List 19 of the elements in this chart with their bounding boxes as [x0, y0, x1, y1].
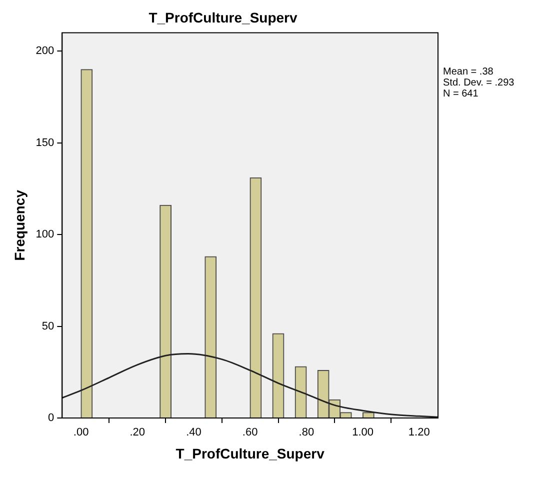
y-axis-title: Frequency — [11, 190, 28, 261]
x-tick-label: .40 — [186, 426, 202, 439]
chart-title: T_ProfCulture_Superv — [148, 9, 298, 26]
y-tick-label: 150 — [36, 136, 54, 149]
y-tick-label: 200 — [36, 45, 54, 58]
x-axis-title: T_ProfCulture_Superv — [176, 445, 325, 462]
x-tick-label: .20 — [130, 426, 146, 439]
x-tick-label: .00 — [73, 426, 89, 439]
x-tick-label: .80 — [298, 426, 314, 439]
text: N = 641 — [443, 88, 479, 100]
x-tick-label: 1.00 — [352, 426, 374, 439]
y-tick-label: 100 — [36, 228, 54, 241]
x-tick-label: 1.20 — [408, 426, 430, 439]
y-tick-label: 50 — [42, 320, 54, 332]
text: Mean = .38 — [443, 66, 494, 78]
line-series — [62, 353, 438, 418]
x-tick-label: .60 — [242, 426, 258, 439]
text: Std. Dev. = .293 — [443, 78, 515, 89]
y-tick-label: 0 — [48, 412, 54, 424]
